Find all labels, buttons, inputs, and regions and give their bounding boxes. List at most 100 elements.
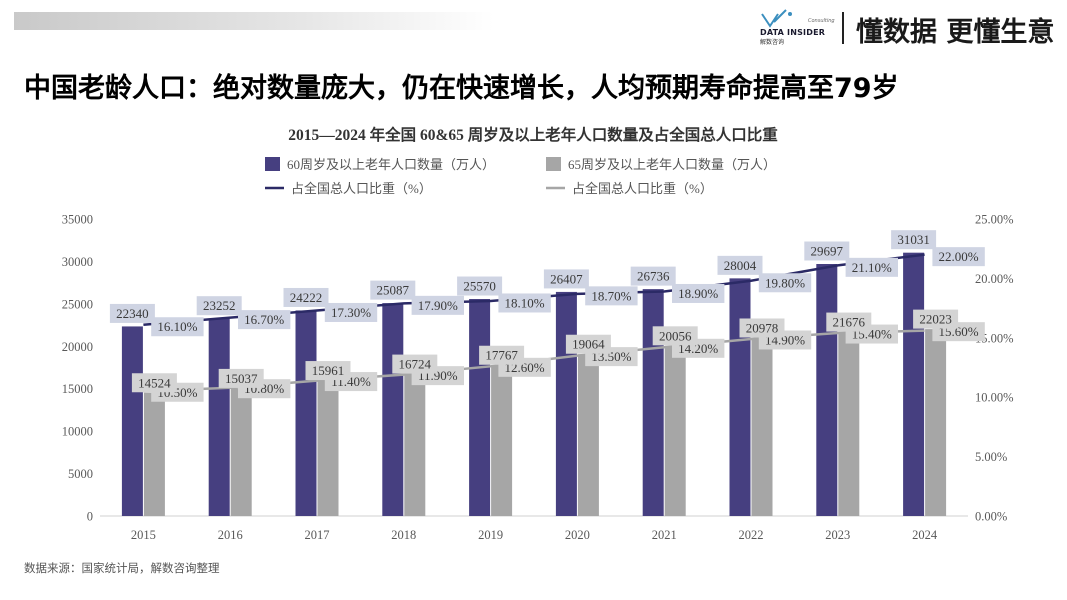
y-left-tick-label: 30000 [62, 255, 93, 269]
data-label-60-bar-box [109, 303, 155, 323]
y-left-tick-label: 25000 [62, 297, 93, 311]
page-headline: 中国老龄人口：绝对数量庞大，仍在快速增长，人均预期寿命提高至79岁 [24, 73, 899, 104]
data-label-60-share-box [932, 247, 985, 267]
bar-60 [208, 318, 230, 516]
y-left-tick-label: 10000 [62, 425, 93, 439]
bar-60 [121, 326, 143, 516]
bar-60 [295, 310, 317, 516]
x-tick-label: 2018 [391, 528, 416, 542]
data-label-65-bar: 20978 [746, 320, 779, 335]
y-right-tick-label: 25.00% [975, 213, 1014, 227]
x-tick-label: 2024 [912, 528, 938, 542]
y-right-tick-label: 10.00% [975, 391, 1014, 405]
data-label-60-bar: 22340 [116, 306, 149, 321]
data-label-60-share: 17.90% [418, 298, 458, 313]
data-label-65-bar-box [739, 318, 785, 338]
x-tick-label: 2019 [478, 528, 503, 542]
data-label-60-share-box [585, 286, 638, 306]
logo-cn: 解数咨询 [760, 39, 785, 46]
bar-65 [317, 380, 339, 516]
bar-60 [729, 278, 751, 516]
data-label-60-share-box [498, 293, 551, 313]
data-label-60-share-box [672, 283, 725, 303]
y-left-tick-label: 0 [87, 510, 93, 524]
y-right-tick-label: 20.00% [975, 272, 1014, 286]
data-label-60-bar-box [891, 230, 937, 250]
data-label-60-bar: 28004 [724, 258, 757, 273]
slogan: 懂数据 更懂生意 [856, 17, 1055, 48]
data-label-65-bar-box [913, 309, 959, 329]
logo-consulting: Consulting [808, 18, 835, 24]
y-left-tick-label: 15000 [62, 382, 93, 396]
legend-label-65-bar: 65周岁及以上老年人口数量（万人） [568, 157, 776, 172]
bar-65 [491, 365, 513, 516]
y-left-tick-label: 5000 [68, 467, 93, 481]
bar-60 [903, 252, 925, 516]
x-tick-label: 2021 [652, 528, 677, 542]
data-label-60-share: 18.10% [505, 295, 545, 310]
data-label-60-bar-box [543, 269, 589, 289]
data-label-65-bar-box [479, 345, 525, 365]
bar-65 [404, 374, 426, 516]
bar-65 [143, 392, 165, 516]
data-label-65-bar: 15961 [312, 363, 345, 378]
data-label-65-bar: 19064 [572, 337, 605, 352]
bar-65 [577, 354, 599, 516]
bar-60 [642, 289, 664, 516]
data-label-65-bar: 15037 [225, 371, 258, 386]
data-label-60-bar-box [630, 266, 676, 286]
data-label-65-bar-box [218, 368, 264, 388]
y-right-tick-label: 0.00% [975, 510, 1007, 524]
y-left-tick-label: 20000 [62, 340, 93, 354]
bar-65 [925, 329, 947, 516]
data-label-60-share-box [758, 273, 812, 293]
data-label-65-bar: 21676 [833, 315, 866, 330]
bar-60 [555, 291, 577, 516]
data-label-60-bar: 29697 [811, 243, 844, 258]
data-label-60-bar: 26736 [637, 269, 670, 284]
data-label-60-share: 19.80% [765, 275, 805, 290]
legend-label-65-line: 占全国总人口比重（%） [572, 181, 713, 196]
data-label-65-bar-box [652, 326, 698, 346]
x-tick-label: 2020 [565, 528, 590, 542]
bar-65 [751, 337, 773, 516]
x-tick-label: 2022 [739, 528, 764, 542]
chart-title: 2015—2024 年全国 60&65 周岁及以上老年人口数量及占全国总人口比重 [288, 125, 778, 144]
logo-mark-icon [761, 9, 792, 28]
data-label-65-bar-box [305, 361, 351, 381]
legend-swatch-60-bar [265, 157, 280, 171]
bar-65 [230, 388, 252, 516]
bar-60 [382, 303, 404, 516]
data-label-65-bar-box [565, 334, 611, 354]
y-left-tick-label: 35000 [62, 213, 93, 227]
x-tick-label: 2015 [131, 528, 156, 542]
data-label-60-bar: 23252 [203, 298, 236, 313]
data-label-60-bar-box [804, 241, 850, 261]
data-label-60-bar: 26407 [550, 271, 583, 286]
data-label-60-bar-box [457, 276, 503, 296]
y-right-tick-label: 5.00% [975, 450, 1007, 464]
data-label-60-share: 16.10% [157, 319, 197, 334]
data-label-60-bar: 25570 [463, 279, 496, 294]
data-label-65-bar-box [131, 373, 177, 393]
bar-65 [664, 345, 686, 516]
x-tick-label: 2016 [218, 528, 243, 542]
logo-name: DATA INSIDER [760, 28, 826, 37]
data-source-note: 数据来源：国家统计局，解数咨询整理 [24, 561, 220, 575]
bar-60 [469, 299, 491, 516]
data-label-60-share: 16.70% [244, 312, 284, 327]
data-label-60-bar-box [196, 296, 242, 316]
data-label-60-share-box [238, 310, 291, 330]
data-label-60-bar-box [370, 280, 416, 300]
data-label-65-bar: 17767 [485, 348, 518, 363]
data-label-60-bar-box [717, 255, 763, 275]
bar-60 [816, 263, 838, 516]
data-label-60-share-box [845, 257, 898, 277]
legend-label-60-line: 占全国总人口比重（%） [291, 181, 432, 196]
legend-label-60-bar: 60周岁及以上老年人口数量（万人） [287, 157, 495, 172]
header-divider [842, 12, 844, 44]
data-label-60-share: 17.30% [331, 305, 371, 320]
data-label-60-share: 21.10% [852, 260, 892, 275]
data-label-65-bar-box [826, 312, 872, 332]
